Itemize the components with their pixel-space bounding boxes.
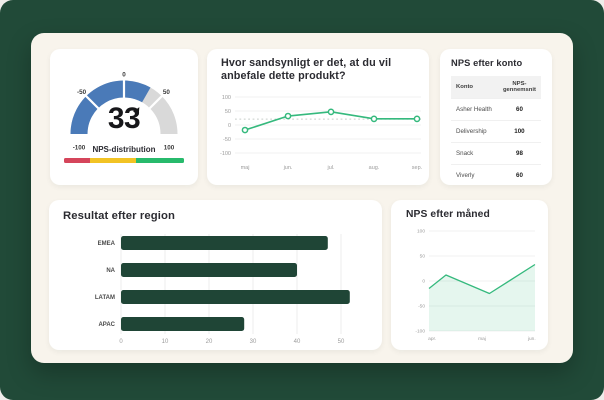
nps-by-account-card: NPS efter konto Konto NPS-gennemsnit Ash… — [440, 49, 552, 186]
account-name: Viverly — [451, 164, 498, 186]
svg-text:sep.: sep. — [412, 165, 423, 171]
table-header-row: Konto NPS-gennemsnit — [451, 76, 541, 99]
svg-text:jun.: jun. — [527, 336, 536, 342]
nps-by-month-card: NPS efter måned 100 50 0 -50 -100 apr. maj jun. — [391, 200, 548, 350]
svg-text:0: 0 — [228, 123, 231, 129]
table-row: Viverly 60 — [451, 164, 541, 186]
result-by-region-card: Resultat efter region 0 10 20 30 40 50 EMEA NA L… — [49, 200, 382, 350]
account-nps-value: 98 — [497, 142, 541, 165]
svg-text:NA: NA — [106, 268, 115, 274]
account-name: Delivership — [451, 120, 498, 143]
svg-text:-100: -100 — [73, 145, 86, 152]
svg-text:50: 50 — [338, 339, 345, 345]
account-nps-value: 100 — [497, 120, 541, 143]
svg-text:EMEA: EMEA — [98, 241, 116, 247]
recommend-trend-card: Hvor sandsynligt er det, at du vil anbef… — [207, 49, 429, 185]
svg-text:-100: -100 — [415, 329, 425, 335]
svg-text:100: 100 — [417, 229, 425, 235]
account-name: Asher Health — [451, 98, 498, 121]
distribution-legend-bar — [64, 158, 184, 163]
svg-text:40: 40 — [294, 339, 301, 345]
svg-text:maj: maj — [478, 336, 486, 342]
svg-text:50: 50 — [420, 254, 426, 260]
account-nps-value: 60 — [497, 164, 541, 186]
svg-text:50: 50 — [163, 89, 171, 96]
svg-text:0: 0 — [422, 279, 425, 285]
distribution-label: NPS-distribution — [92, 145, 156, 154]
svg-text:apr.: apr. — [428, 336, 436, 342]
table-row: Snack 98 — [451, 142, 541, 165]
distribution-segment-passives — [90, 158, 136, 163]
gauge-value: 33 — [107, 102, 141, 135]
svg-text:maj: maj — [241, 165, 250, 171]
bar-chart-title: Resultat efter region — [63, 210, 175, 222]
table-row: Delivership 100 — [451, 120, 541, 143]
column-header-konto: Konto — [451, 76, 498, 99]
distribution-segment-promoters — [135, 158, 184, 163]
accounts-table-wrap: Konto NPS-gennemsnit Asher Health 60 Deliv… — [451, 76, 541, 186]
accounts-table: Konto NPS-gennemsnit Asher Health 60 Deliv… — [451, 76, 541, 186]
svg-text:-100: -100 — [220, 151, 231, 157]
svg-text:50: 50 — [225, 109, 231, 115]
svg-text:100: 100 — [222, 95, 231, 101]
column-header-nps: NPS-gennemsnit — [497, 76, 541, 99]
svg-text:-50: -50 — [418, 304, 425, 310]
svg-text:100: 100 — [164, 145, 175, 152]
table-row: Asher Health 60 — [451, 98, 541, 121]
svg-text:aug.: aug. — [369, 165, 380, 171]
svg-text:0: 0 — [122, 72, 126, 79]
svg-text:20: 20 — [206, 339, 213, 345]
svg-text:30: 30 — [250, 339, 257, 345]
dashboard-canvas: -100 -50 0 50 100 33 NPS-distribution Hvor s… — [31, 33, 573, 363]
nps-gauge-card: -100 -50 0 50 100 33 NPS-distribution — [50, 49, 198, 185]
line-chart-title: Hvor sandsynligt er det, at du vil anbef… — [221, 57, 392, 82]
svg-text:-50: -50 — [223, 137, 231, 143]
account-nps-value: 60 — [497, 98, 541, 121]
account-name: Snack — [451, 142, 498, 165]
bar-chart: 0 10 20 30 40 50 EMEA NA LATAM APAC — [95, 234, 350, 345]
svg-text:10: 10 — [162, 339, 169, 345]
svg-text:jun.: jun. — [283, 165, 293, 171]
svg-text:-50: -50 — [77, 89, 87, 96]
table-title: NPS efter konto — [451, 58, 523, 68]
svg-text:0: 0 — [119, 339, 123, 345]
svg-text:LATAM: LATAM — [95, 295, 115, 301]
distribution-segment-detractors — [64, 158, 91, 163]
svg-text:jul.: jul. — [326, 165, 335, 171]
area-chart-title: NPS efter måned — [406, 209, 490, 220]
line-chart: 100 50 0 -50 -100 maj jun. jul. aug. sep. — [220, 95, 423, 171]
svg-text:APAC: APAC — [98, 322, 115, 328]
gauge-chart: -100 -50 0 50 100 — [70, 72, 178, 152]
